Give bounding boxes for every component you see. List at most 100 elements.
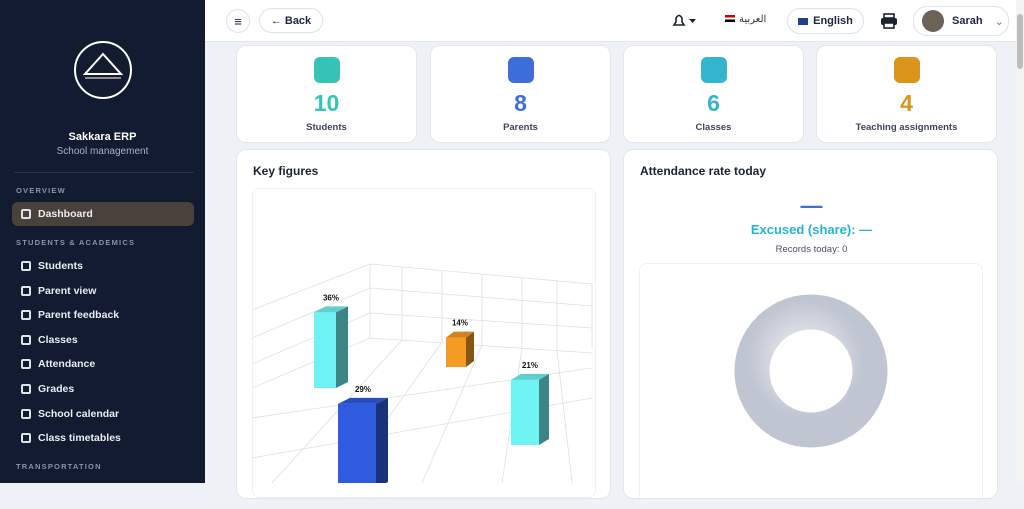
nav-label: Dashboard <box>38 208 93 220</box>
avatar <box>922 10 944 32</box>
nav-label: Attendance <box>38 358 96 371</box>
menu-button[interactable]: ≡ <box>226 9 250 33</box>
stat-label: Parents <box>503 122 538 133</box>
stat-icon <box>700 57 727 83</box>
nav-item[interactable]: Dashboard <box>12 202 194 226</box>
nav-label: Grades <box>38 383 75 395</box>
nav-label: Class timetables <box>38 432 121 445</box>
nav-section-title: STUDENTS & ACADEMICS <box>16 238 136 247</box>
sidebar: Sakkara ERP School management OVERVIEW Da… <box>0 0 205 483</box>
nav-section-title: OVERVIEW <box>16 186 66 195</box>
key-figures-chart: 36% 14% 29% 21% <box>252 263 593 483</box>
bar-3d <box>511 373 549 445</box>
school-logo <box>74 41 132 99</box>
stat-icon <box>313 57 340 83</box>
nav-icon <box>21 209 31 219</box>
nav-icon <box>21 359 31 370</box>
chart-grid <box>252 263 593 483</box>
stat-value: 10 <box>313 90 340 116</box>
nav-label: Parent view <box>38 284 97 297</box>
donut-frame <box>639 263 983 503</box>
nav-icon <box>21 261 31 271</box>
records-today: Records today: 0 <box>775 244 848 255</box>
bar-side <box>539 373 549 445</box>
user-name: Sarah <box>952 15 983 27</box>
nav-icon <box>21 408 31 419</box>
scrollbar[interactable] <box>1016 0 1024 483</box>
bar-3d <box>314 306 348 388</box>
stat-card: 8 Parents <box>430 45 611 143</box>
bar-front <box>446 337 466 367</box>
stat-label: Teaching assignments <box>855 122 958 133</box>
nav-label: Students <box>38 260 83 272</box>
donut-chart <box>734 294 888 448</box>
brand-subtitle: School management <box>56 146 149 157</box>
bar-3d <box>338 397 388 483</box>
attendance-rate: — <box>800 193 823 218</box>
flag-uk <box>798 17 809 25</box>
nav-item[interactable]: Attendance <box>12 352 194 376</box>
scroll-thumb[interactable] <box>1017 14 1023 69</box>
bar-front <box>338 403 376 483</box>
nav-label: School calendar <box>38 407 120 420</box>
nav-item[interactable]: Students <box>12 254 194 278</box>
nav-icon <box>21 433 31 444</box>
bar-side <box>336 306 348 388</box>
stat-value: 4 <box>900 90 913 116</box>
nav-item[interactable]: Parent feedback <box>12 303 194 327</box>
back-label: Back <box>284 14 312 27</box>
divider <box>14 172 194 173</box>
stat-icon <box>893 57 920 83</box>
bar-label: 36% <box>323 293 339 302</box>
english-label: English <box>813 15 853 27</box>
stat-card: 10 Students <box>236 45 417 143</box>
card-title: Attendance rate today <box>640 164 767 178</box>
nav-icon <box>21 285 31 296</box>
nav-item[interactable]: Parent view <box>12 279 194 303</box>
key-figures-card: Key figures <box>236 149 611 499</box>
nav-icon <box>21 384 31 394</box>
arabic-label: العربية <box>739 14 767 25</box>
stat-label: Classes <box>695 122 732 133</box>
bar-side <box>376 397 388 483</box>
card-title: Key figures <box>253 164 319 178</box>
bar-label: 29% <box>355 385 371 394</box>
excused-share: Excused (share): — <box>750 222 873 237</box>
user-menu[interactable]: Sarah ⌄ <box>913 6 1009 36</box>
stat-value: 8 <box>514 90 527 116</box>
language-arabic[interactable]: العربية <box>725 14 766 25</box>
nav-item[interactable]: Classes <box>12 328 194 352</box>
chevron: ⌄ <box>994 15 1004 28</box>
nav-item[interactable]: Class timetables <box>12 426 194 450</box>
notifications[interactable] <box>671 12 699 30</box>
bar-top <box>314 306 348 313</box>
nav-item[interactable]: Grades <box>12 377 194 401</box>
stat-value: 6 <box>707 90 720 116</box>
language-english[interactable]: English <box>787 8 864 34</box>
donut-ring <box>734 294 888 448</box>
stat-card: 6 Classes <box>623 45 804 143</box>
bar-side <box>466 331 474 367</box>
print-button[interactable] <box>880 13 898 29</box>
bar-top <box>446 331 474 338</box>
nav-item[interactable]: School calendar <box>12 402 194 426</box>
nav-section-title: TRANSPORTATION <box>16 462 102 471</box>
top-bar: ≡ ← Back العربية English Sarah ⌄ <box>205 0 1016 42</box>
nav-icon <box>21 334 31 345</box>
brand: Sakkara ERP <box>68 131 137 143</box>
back-button[interactable]: ← Back <box>259 8 323 33</box>
bar-top <box>338 397 388 404</box>
flag-eg <box>725 15 735 22</box>
nav-label: Parent feedback <box>38 309 120 322</box>
bar-top <box>511 373 549 380</box>
nav-label: Classes <box>38 333 78 346</box>
bar-3d <box>446 331 474 367</box>
stat-card: 4 Teaching assignments <box>816 45 997 143</box>
stat-label: Students <box>306 122 347 133</box>
bar-label: 21% <box>522 361 538 370</box>
stat-icon <box>507 57 534 83</box>
attendance-card: Attendance rate today — Excused (share):… <box>623 149 998 503</box>
nav-icon <box>21 310 31 321</box>
